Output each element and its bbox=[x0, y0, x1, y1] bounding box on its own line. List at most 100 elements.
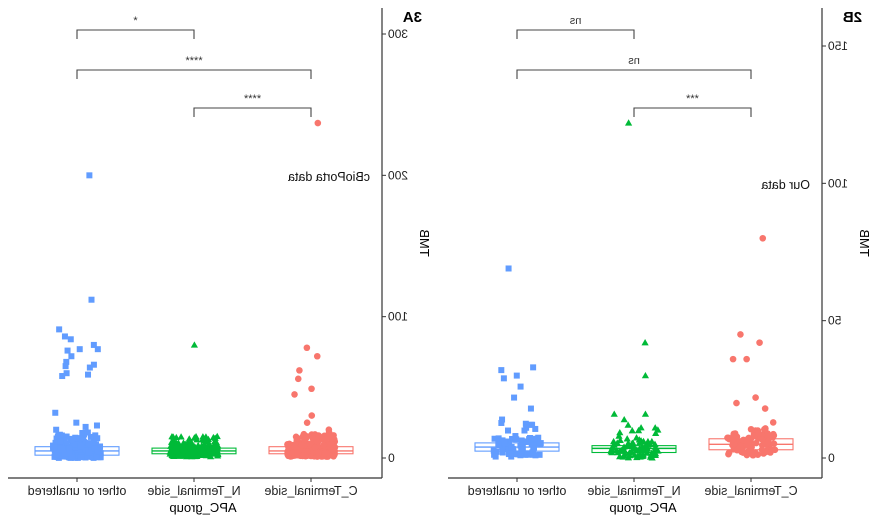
data-point bbox=[610, 440, 618, 448]
data-point bbox=[767, 449, 774, 456]
data-point bbox=[524, 438, 531, 445]
x-tick-label: N_Terminal_side bbox=[147, 484, 240, 498]
data-point bbox=[301, 452, 309, 459]
data-point bbox=[328, 434, 336, 442]
data-point bbox=[651, 440, 659, 447]
data-point bbox=[187, 438, 195, 446]
data-point bbox=[733, 399, 740, 407]
data-point bbox=[620, 415, 628, 423]
data-point bbox=[56, 445, 63, 452]
data-point bbox=[761, 405, 769, 412]
data-point bbox=[512, 433, 519, 440]
data-point bbox=[53, 426, 60, 433]
data-point bbox=[730, 432, 737, 440]
data-point bbox=[641, 410, 650, 417]
data-point bbox=[729, 441, 736, 449]
data-point bbox=[71, 454, 78, 461]
significance-label: ns bbox=[569, 15, 581, 27]
data-point bbox=[491, 435, 498, 442]
data-point bbox=[302, 435, 310, 442]
data-point bbox=[770, 440, 778, 447]
data-point bbox=[769, 419, 777, 426]
significance-label: *** bbox=[685, 93, 699, 105]
data-point bbox=[294, 450, 301, 458]
y-tick-label: 0 bbox=[388, 451, 395, 465]
data-point bbox=[65, 453, 72, 460]
data-point bbox=[77, 435, 84, 442]
y-axis-title: TMB bbox=[417, 229, 432, 256]
data-point bbox=[306, 440, 314, 448]
data-point bbox=[490, 447, 497, 454]
data-point bbox=[61, 450, 68, 457]
data-point bbox=[78, 446, 85, 453]
data-point bbox=[729, 355, 737, 363]
data-point bbox=[292, 433, 300, 441]
y-tick-label: 100 bbox=[828, 176, 848, 190]
data-point bbox=[517, 442, 524, 449]
significance-bracket bbox=[633, 107, 752, 117]
data-point bbox=[643, 449, 651, 456]
data-point bbox=[616, 436, 624, 444]
data-point bbox=[212, 439, 220, 447]
x-tick-label: other or unaltered bbox=[468, 484, 567, 498]
x-tick-label: N_Terminal_side bbox=[587, 484, 680, 498]
significance-label: * bbox=[133, 15, 138, 27]
y-tick-label: 200 bbox=[388, 168, 408, 182]
significance-bracket bbox=[516, 29, 635, 39]
data-point bbox=[629, 445, 637, 452]
data-point bbox=[535, 434, 542, 441]
data-point bbox=[610, 410, 618, 417]
data-point bbox=[85, 371, 92, 378]
data-point bbox=[86, 364, 93, 371]
data-point bbox=[530, 364, 537, 371]
data-point bbox=[330, 453, 337, 460]
data-point bbox=[181, 447, 190, 454]
data-point bbox=[202, 437, 210, 444]
significance-bracket bbox=[76, 69, 312, 79]
data-point bbox=[84, 429, 91, 436]
data-point bbox=[77, 443, 84, 450]
data-point bbox=[537, 440, 544, 447]
y-axis-title: TMB bbox=[857, 229, 872, 256]
data-point bbox=[315, 449, 322, 457]
data-point bbox=[69, 435, 76, 442]
data-point bbox=[88, 296, 95, 303]
data-point bbox=[87, 433, 94, 440]
annotation-text: cBioPorta data bbox=[288, 170, 370, 184]
data-point bbox=[177, 433, 185, 440]
data-point bbox=[495, 435, 502, 442]
data-point bbox=[508, 444, 515, 451]
data-point bbox=[52, 409, 59, 416]
data-point bbox=[320, 441, 328, 449]
data-point bbox=[193, 436, 201, 443]
data-point bbox=[199, 446, 208, 454]
data-point bbox=[85, 449, 92, 456]
panel-3A: 3A 0 100 200 300 TMB C_Terminal_side N_Terminal… bbox=[8, 8, 432, 515]
data-point bbox=[96, 444, 103, 451]
data-point bbox=[518, 446, 525, 453]
data-point bbox=[314, 119, 322, 127]
y-tick-label: 300 bbox=[388, 27, 408, 41]
data-point bbox=[200, 440, 208, 448]
data-point bbox=[529, 421, 536, 428]
data-point bbox=[54, 433, 61, 440]
data-point bbox=[190, 341, 199, 348]
data-point bbox=[651, 424, 659, 431]
data-point bbox=[82, 447, 89, 454]
data-point bbox=[177, 452, 185, 459]
data-point bbox=[532, 452, 539, 459]
panel-label: 3A bbox=[403, 9, 422, 26]
data-point bbox=[327, 440, 335, 448]
data-point bbox=[63, 370, 70, 377]
data-point bbox=[308, 412, 316, 419]
data-point bbox=[492, 453, 499, 460]
data-point bbox=[725, 449, 733, 456]
data-point bbox=[284, 441, 291, 449]
data-point bbox=[94, 448, 101, 455]
data-point bbox=[64, 347, 71, 354]
data-point bbox=[758, 446, 766, 454]
data-point bbox=[303, 419, 311, 426]
data-point bbox=[172, 443, 180, 450]
x-tick-label: C_Terminal_side bbox=[264, 484, 357, 498]
